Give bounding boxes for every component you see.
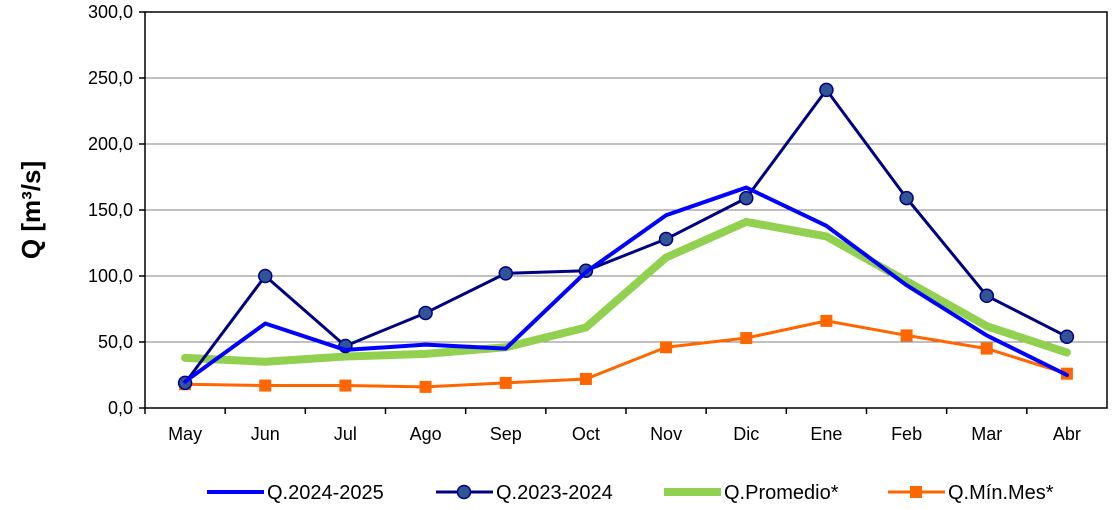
y-tick-label: 150,0 [88,200,133,220]
y-tick-label: 300,0 [88,2,133,22]
y-tick-label: 100,0 [88,266,133,286]
data-point [899,190,914,206]
legend-label: Q.2023-2024 [496,482,613,504]
y-axis-label: Q [m³/s] [16,161,46,259]
y-tick-label: 250,0 [88,68,133,88]
data-point [820,314,833,327]
y-axis-ticks: 0,0 50,0 100,0 150,0 200,0 250,0 300,0 [88,2,145,418]
x-tick-label: Abr [1053,424,1081,444]
legend: Q.2024-2025 Q.2023-2024 Q.Promedio* Q.Mín.M… [207,482,1054,504]
data-point [819,82,834,98]
data-point [499,376,512,389]
x-tick-label: Feb [891,424,922,444]
x-tick-label: Dic [733,424,759,444]
x-tick-label: Sep [490,424,522,444]
x-tick-label: Nov [650,424,682,444]
data-point [259,379,272,392]
data-point [979,288,994,304]
data-point [660,341,673,354]
y-tick-label: 0,0 [108,398,133,418]
legend-label: Q.2024-2025 [267,482,384,504]
legend-item: Q.2023-2024 [436,482,613,504]
x-tick-label: Jul [334,424,357,444]
data-point [740,332,753,345]
series-1 [177,82,1075,391]
x-axis-ticks: May Jun Jul Ago Sep Oct Nov Dic Ene Feb Mar Abr [144,408,1081,444]
legend-item: Q.2024-2025 [207,482,384,504]
x-tick-label: Mar [971,424,1002,444]
data-point [739,190,754,206]
series-line [183,185,1069,384]
series-0 [183,185,1069,384]
series-line [181,217,1071,366]
x-tick-label: Ago [410,424,442,444]
x-tick-label: Jun [251,424,280,444]
series-3 [179,314,1073,393]
data-point [339,379,352,392]
data-point [258,268,273,284]
x-tick-label: Oct [572,424,600,444]
series-line [183,88,1069,385]
data-point [419,380,432,393]
legend-label: Q.Promedio* [724,482,839,504]
x-tick-label: Ene [810,424,842,444]
x-tick-label: May [168,424,202,444]
y-tick-label: 50,0 [98,332,133,352]
data-point [1059,329,1075,344]
legend-marker [456,484,472,500]
y-tick-label: 200,0 [88,134,133,154]
legend-marker [910,486,922,498]
legend-label: Q.Mín.Mes* [948,482,1054,504]
data-point [418,305,433,321]
data-point [498,266,513,281]
series-line [183,319,1069,389]
grid-lines [145,77,1107,343]
data-point [900,329,913,342]
series-lines [177,82,1075,393]
data-point [579,372,592,385]
legend-item: Q.Mín.Mes* [888,482,1054,504]
legend-item: Q.Promedio* [664,482,839,504]
data-point [658,231,674,247]
series-2 [181,217,1071,366]
data-point [980,342,993,355]
